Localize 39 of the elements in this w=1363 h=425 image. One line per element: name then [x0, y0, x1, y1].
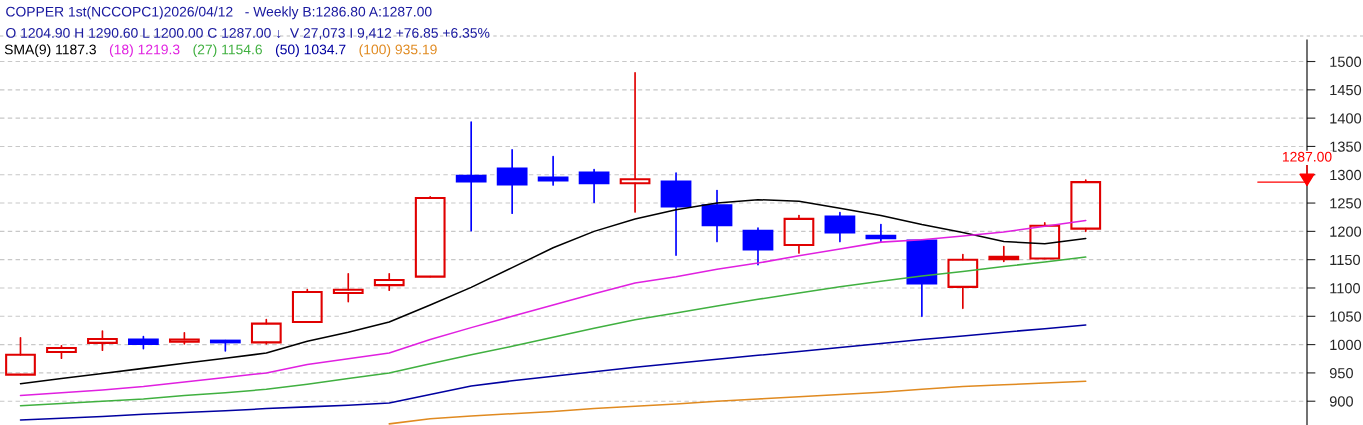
candlestick — [455, 121, 487, 232]
y-tick-label: 1350 — [1330, 141, 1362, 152]
line-series — [19, 219, 1087, 397]
candlestick — [701, 189, 733, 243]
line-series — [19, 198, 1087, 385]
text: (100) 935.19 — [359, 44, 437, 58]
candlestick — [988, 245, 1020, 263]
y-tick-label: 1200 — [1330, 226, 1362, 237]
y-tick-label: 1250 — [1330, 198, 1362, 209]
ref-line-label: 1287.00 — [1282, 151, 1332, 162]
line-series — [388, 380, 1087, 425]
chart-title: COPPER 1st(NCCOPC1)2026/04/12 - Weekly B:1286.80 A:1287.00 — [6, 6, 432, 20]
candlestick — [496, 149, 528, 215]
y-tick-label: 1100 — [1330, 283, 1361, 294]
y-tick-label: 950 — [1329, 368, 1353, 379]
y-tick-label: 1050 — [1330, 311, 1362, 322]
text: (27) 1154.6 — [193, 44, 262, 58]
candlestick — [619, 72, 651, 213]
candlestick — [660, 172, 692, 256]
y-tick-label: 1450 — [1330, 84, 1362, 96]
y-tick-label: 1150 — [1330, 254, 1361, 266]
candlestick — [947, 253, 979, 310]
candlestick — [250, 318, 282, 345]
y-tick-label: 1400 — [1330, 113, 1362, 124]
text: (50) 1034.7 — [275, 44, 346, 58]
candlestick — [742, 227, 774, 266]
y-tick-label: 1300 — [1330, 169, 1362, 181]
text: (18) 1219.3 — [109, 44, 180, 58]
candlestick — [373, 272, 405, 292]
y-tick-label: 1500 — [1330, 56, 1362, 67]
line-series — [19, 256, 1087, 407]
text: SMA(9) 1187.3 — [4, 44, 96, 58]
candlestick — [332, 272, 364, 303]
line-series — [19, 324, 1087, 421]
chart-subtitle: O 1204.90 H 1290.60 L 1200.00 C 1287.00 ↓ V 27,073 I 9,412 +76.85 +6.35% — [6, 27, 490, 40]
y-tick-label: 900 — [1329, 396, 1353, 407]
y-tick-label: 1000 — [1330, 339, 1362, 351]
candlestick — [824, 211, 856, 243]
candlestick — [783, 214, 815, 254]
